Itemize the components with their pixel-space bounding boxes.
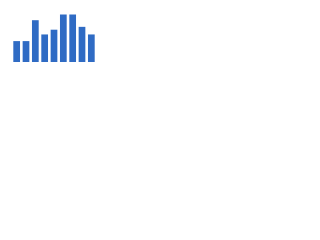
- bar: [78, 26, 86, 63]
- page: {"chart_data": {"type": "bar", "categori…: [0, 0, 100, 71]
- chart: [13, 14, 95, 63]
- bar: [41, 34, 49, 62]
- bar: [59, 14, 67, 62]
- bar: [31, 20, 39, 62]
- bar: [69, 14, 77, 62]
- bar: [87, 34, 95, 62]
- bar: [22, 41, 30, 62]
- bar: [13, 41, 21, 62]
- bar: [50, 29, 58, 62]
